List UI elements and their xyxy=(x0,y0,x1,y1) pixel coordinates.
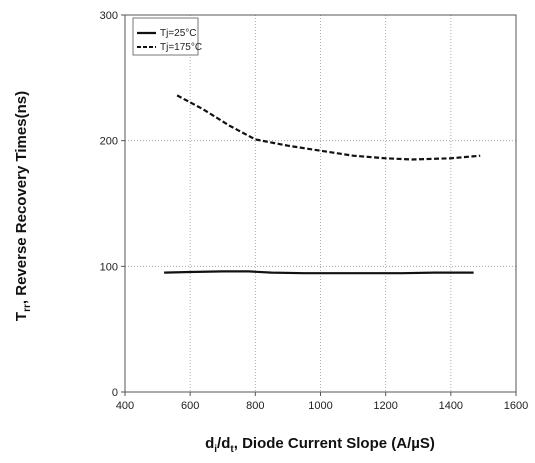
legend-label-tj25: Tj=25°C xyxy=(160,28,197,39)
series-line-tj25 xyxy=(164,270,474,275)
ticks: 400 600 800 1000 1200 1400 1600 0 100 200 300 xyxy=(100,10,529,412)
series-lines xyxy=(164,94,481,275)
y-tick-label: 100 xyxy=(100,261,118,273)
x-tick-label: 1600 xyxy=(504,400,528,412)
legend-label-tj175: Tj=175°C xyxy=(160,42,202,53)
y-axis-title: Trr, Reverse Recovery Times(ns) xyxy=(13,91,33,321)
y-tick-label: 200 xyxy=(100,136,118,148)
grid xyxy=(125,15,516,392)
x-tick-label: 1400 xyxy=(439,400,463,412)
x-axis-title: di/dt, Diode Current Slope (A/µS) xyxy=(205,435,435,455)
legend: Tj=25°C Tj=175°C xyxy=(132,17,202,56)
y-tick-label: 300 xyxy=(100,10,118,22)
plot-frame xyxy=(124,14,517,393)
series-line-tj175 xyxy=(176,94,481,161)
x-tick-label: 600 xyxy=(181,400,199,412)
y-tick-label: 0 xyxy=(112,387,118,399)
legend-box xyxy=(132,17,199,56)
x-tick-label: 400 xyxy=(116,400,134,412)
x-tick-label: 800 xyxy=(246,400,264,412)
x-tick-label: 1000 xyxy=(308,400,332,412)
x-tick-label: 1200 xyxy=(373,400,397,412)
